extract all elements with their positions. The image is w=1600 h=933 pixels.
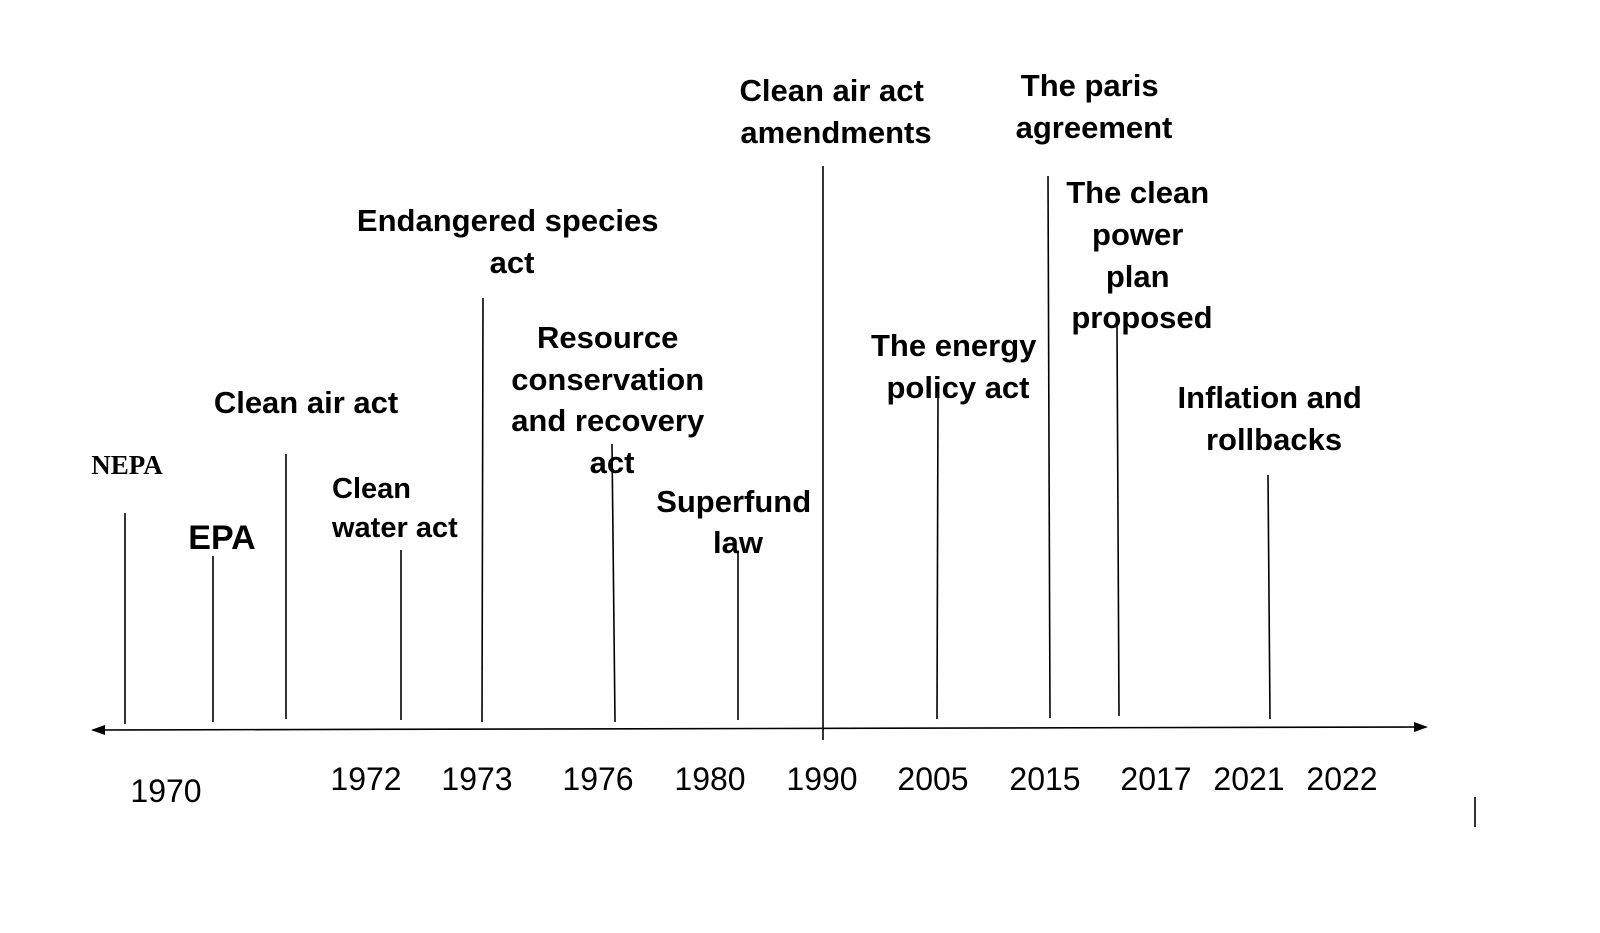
event-label-inflation-rollbacks: Inflation and rollbacks bbox=[1178, 380, 1371, 457]
year-label: 1976 bbox=[562, 761, 633, 797]
event-label-clean-water-act: Clean water act bbox=[331, 473, 458, 544]
timeline-axis bbox=[91, 722, 1428, 735]
event-label-endangered-species-act: Endangered species act bbox=[357, 203, 667, 280]
year-label: 2022 bbox=[1306, 761, 1377, 797]
year-label: 1980 bbox=[674, 761, 745, 797]
event-label-resource-conservation: Resource conservation and recovery act bbox=[511, 320, 713, 480]
event-tick-resource-conservation bbox=[611, 443, 616, 723]
year-label: 2015 bbox=[1009, 761, 1080, 797]
event-label-epa: EPA bbox=[188, 519, 255, 557]
event-tick-clean-power-plan bbox=[1116, 325, 1120, 717]
year-label: 2005 bbox=[897, 761, 968, 797]
event-tick-inflation-rollbacks bbox=[1267, 474, 1271, 720]
year-label: 1970 bbox=[130, 773, 201, 809]
event-label-clean-air-act-amendments: Clean air act amendments bbox=[740, 73, 933, 150]
event-label-clean-air-act: Clean air act bbox=[214, 385, 398, 420]
event-label-nepa: NEPA bbox=[91, 450, 163, 480]
year-label: 2021 bbox=[1213, 761, 1284, 797]
year-label: 1973 bbox=[441, 761, 512, 797]
year-label: 1972 bbox=[330, 761, 401, 797]
event-label-energy-policy-act: The energy policy act bbox=[871, 328, 1045, 405]
event-label-superfund-law: Superfund law bbox=[656, 484, 820, 560]
year-label: 2017 bbox=[1120, 761, 1191, 797]
event-label-clean-power-plan: The clean power plan proposed bbox=[1066, 175, 1218, 335]
event-tick-endangered-species-act bbox=[481, 297, 484, 723]
year-label: 1990 bbox=[786, 761, 857, 797]
event-tick-paris-agreement bbox=[1047, 175, 1051, 719]
event-label-paris-agreement: The paris agreement bbox=[1016, 68, 1173, 145]
event-tick-energy-policy-act bbox=[936, 395, 939, 720]
